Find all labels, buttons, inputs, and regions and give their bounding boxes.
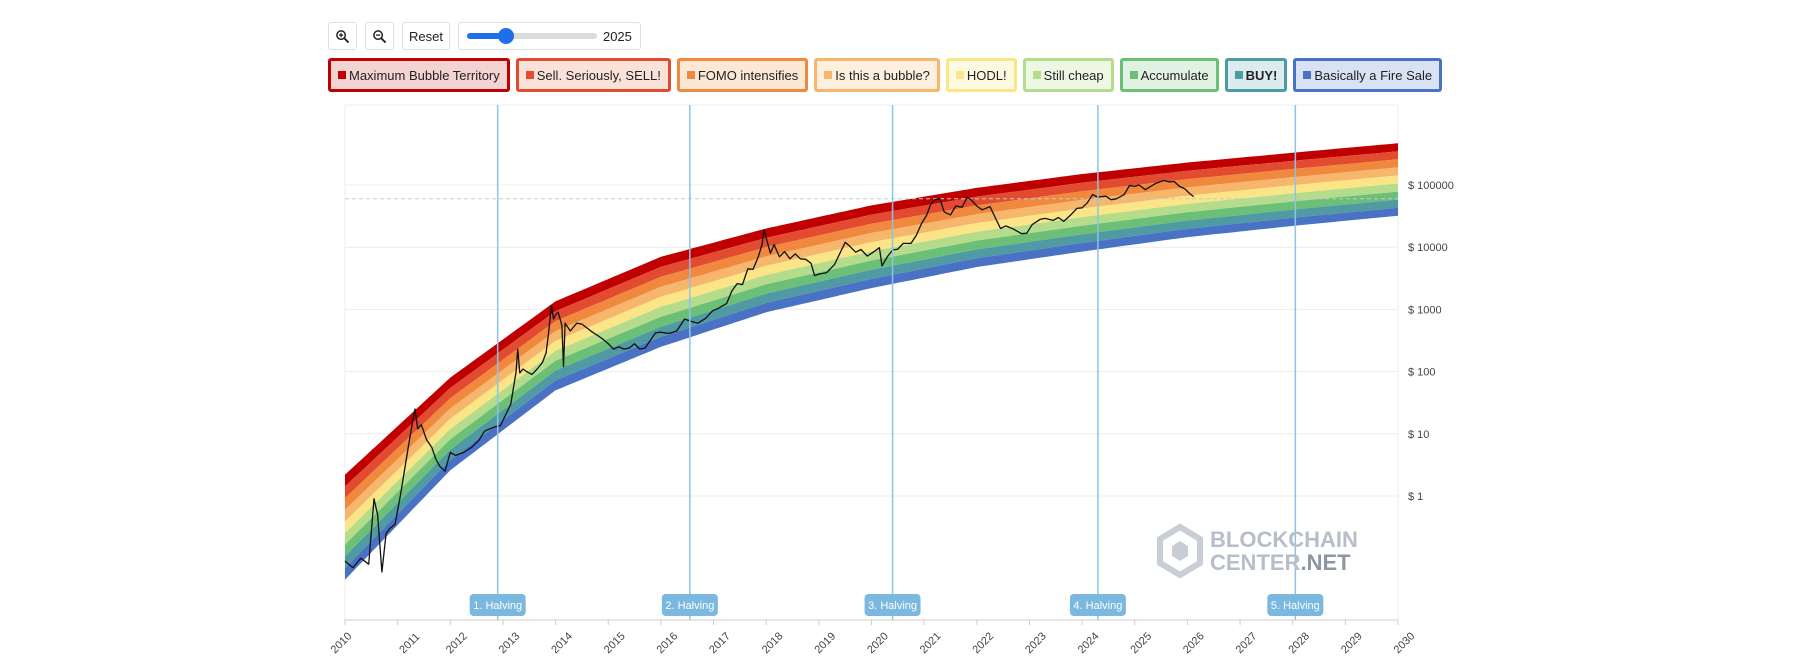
zoom-in-button[interactable] [328,22,357,50]
x-tick-label: 2013 [497,630,523,656]
legend-item[interactable]: Basically a Fire Sale [1293,58,1443,92]
watermark-line2a: CENTER [1210,550,1301,575]
x-tick-label: 2029 [1339,630,1365,656]
halving-label: 5. Halving [1271,600,1320,612]
zoom-in-icon [336,29,350,43]
x-tick-label: 2022 [970,630,996,656]
watermark-line1: BLOCKCHAIN [1210,527,1358,552]
band-legend: Maximum Bubble Territory Sell. Seriously,… [328,58,1443,92]
band-5 [345,175,1398,534]
legend-label: FOMO intensifies [697,67,799,83]
legend-item[interactable]: Still cheap [1022,58,1114,92]
band-2 [345,151,1398,499]
halving-label: 4. Halving [1073,600,1122,612]
y-axis: $ 1 $ 10 $ 100 $ 1000 $ 10000 $ 100000 [1408,180,1454,503]
band-9 [345,207,1398,580]
blockchaincenter-logo-icon [1157,523,1203,579]
x-tick-label: 2023 [1023,630,1049,656]
legend-swatch [1032,71,1041,79]
band-4 [345,167,1398,522]
y-tick-label: $ 1 [1408,491,1423,503]
y-tick-label: $ 100 [1408,367,1436,379]
x-tick-label: 2027 [1234,630,1260,656]
legend-swatch [955,71,964,79]
year-slider-thumb[interactable] [497,28,514,44]
legend-item[interactable]: HODL! [945,58,1017,92]
y-tick-label: $ 100000 [1408,180,1454,192]
legend-label: Is this a bubble? [835,67,930,83]
halving-badge [469,594,526,616]
legend-item[interactable]: Accumulate [1119,58,1219,92]
zoom-out-button[interactable] [365,22,394,50]
band-3 [345,159,1398,510]
y-tick-label: $ 10000 [1408,242,1448,254]
x-tick-label: 2024 [1076,630,1102,656]
rainbow-bands [345,143,1398,580]
x-tick-label: 2018 [760,630,786,656]
band-8 [345,199,1398,569]
x-tick-label: 2012 [444,630,470,656]
x-tick-label: 2030 [1392,630,1418,656]
legend-swatch [824,71,833,79]
y-tick-label: $ 10 [1408,429,1429,441]
halving-label: 3. Halving [868,600,917,612]
band-6 [345,183,1398,545]
halving-label: 2. Halving [665,600,714,612]
band-1 [345,143,1398,487]
legend-label: Maximum Bubble Territory [349,67,500,83]
year-slider-value: 2025 [602,28,632,44]
zoom-out-icon [373,29,387,43]
legend-swatch [525,71,534,79]
x-tick-label: 2014 [549,630,575,656]
legend-swatch [686,71,695,79]
year-slider-box: 2025 [457,22,641,50]
legend-item[interactable]: BUY! [1224,58,1288,92]
watermark-line2b: .NET [1300,550,1351,575]
reset-button[interactable]: Reset [402,22,450,50]
x-tick-label: 2026 [1181,630,1207,656]
x-tick-label: 2028 [1286,630,1312,656]
year-slider-fill [466,33,506,39]
legend-swatch [1129,71,1138,79]
x-tick-label: 2021 [918,630,944,656]
x-tick-label: 2011 [397,631,422,656]
x-tick-label: 2016 [655,630,681,656]
svg-text:CENTER.NET: CENTER.NET [1210,550,1351,575]
x-tick-label: 2017 [707,630,733,656]
year-slider[interactable] [466,28,597,44]
legend-label: Basically a Fire Sale [1314,67,1433,83]
halving-badge [661,594,718,616]
halving-badge [864,594,921,616]
btc-price-line [344,179,1195,573]
halving-markers: 1. Halving 2. Halving 3. Halving 4. Halving… [469,105,1324,620]
legend-label: Still cheap [1043,67,1104,83]
x-tick-label: 2025 [1128,630,1154,656]
legend-label: BUY! [1245,67,1278,83]
legend-swatch [1234,71,1243,79]
blockchaincenter-watermark: BLOCKCHAIN CENTER.NET [1157,523,1358,579]
x-tick-label: 2019 [812,630,838,656]
legend-item[interactable]: Sell. Seriously, SELL! [515,58,671,92]
x-axis: 2010 2011 2012 2013 2014 2015 2016 2017 2018 2019… [329,619,1418,656]
x-tick-label: 2015 [602,630,628,656]
legend-label: Sell. Seriously, SELL! [536,67,661,83]
band-7 [345,191,1398,557]
legend-swatch [338,71,346,79]
halving-badge [1267,594,1324,616]
legend-label: Accumulate [1140,67,1209,83]
chart-toolbar: Reset 2025 [328,20,641,52]
halving-label: 1. Halving [473,600,522,612]
price-series [344,179,1195,573]
y-tick-label: $ 1000 [1408,304,1442,316]
x-tick-label: 2010 [329,630,355,656]
legend-item[interactable]: Maximum Bubble Territory [328,58,510,92]
legend-label: HODL! [966,67,1007,83]
x-tick-label: 2020 [865,630,891,656]
halving-badge [1069,594,1126,616]
legend-item[interactable]: FOMO intensifies [676,58,809,92]
legend-item[interactable]: Is this a bubble? [814,58,940,92]
legend-swatch [1303,71,1312,79]
